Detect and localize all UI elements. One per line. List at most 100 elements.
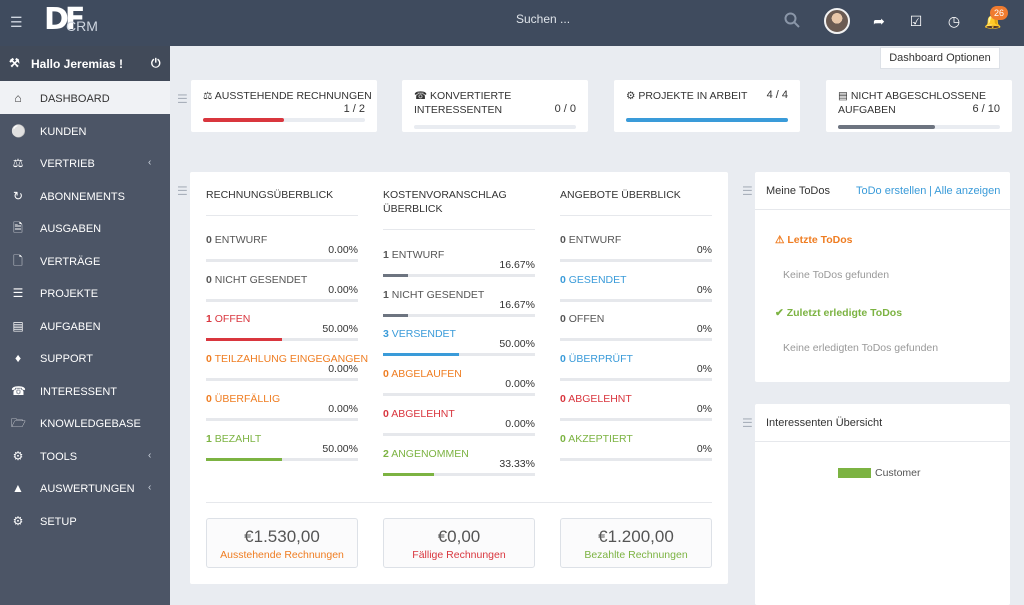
status-count: 0 [560, 234, 566, 246]
status-percent: 0.00% [505, 378, 535, 391]
todos-panel: Meine ToDos ToDo erstellen | Alle anzeig… [755, 172, 1010, 382]
sidebar-item-setup[interactable]: ⚙ SETUP [0, 504, 170, 537]
sidebar-item-knowledgebase[interactable]: 🗁 KNOWLEDGEBASE [0, 406, 170, 439]
done-todos-heading: ✔ Zuletzt erledigte ToDos [775, 307, 903, 319]
check-square-icon[interactable]: ☑ [909, 13, 923, 29]
status-row[interactable]: 1 ENTWURF 16.67% [383, 249, 535, 289]
status-label: 0 ABGELAUFEN [383, 368, 462, 380]
drag-handle-icon[interactable]: ☰ [177, 92, 188, 106]
refresh-icon: ↻ [12, 188, 24, 203]
status-name: TEILZAHLUNG EINGEGANGEN [214, 353, 369, 366]
status-count: 0 [560, 273, 566, 286]
status-progress [206, 338, 358, 342]
sidebar-item-abonnements[interactable]: ↻ ABONNEMENTS [0, 179, 170, 212]
avatar[interactable] [824, 8, 850, 34]
stat-value: 6 / 10 [972, 103, 1000, 115]
sidebar-item-kunden[interactable]: ⚪ KUNDEN [0, 114, 170, 147]
logo-main: DF [44, 2, 85, 37]
hamburger-menu-icon[interactable]: ☰ [10, 14, 23, 30]
sidebar-item-ausgaben[interactable]: 🗎 AUSGABEN [0, 211, 170, 244]
status-percent: 0% [696, 363, 712, 376]
status-progress [383, 313, 535, 317]
status-name: ABGELEHNT [568, 392, 632, 405]
sidebar-item-auswertungen[interactable]: ▲ AUSWERTUNGEN ‹ [0, 471, 170, 504]
column-title: RECHNUNGSÜBERBLICK [206, 189, 334, 201]
status-row[interactable]: 1 OFFEN 50.00% [206, 313, 358, 353]
chevron-left-icon: ‹ [148, 482, 152, 493]
status-count: 1 [383, 249, 389, 261]
status-row[interactable]: 0 ABGELEHNT 0.00% [383, 408, 535, 448]
cogs-icon: ⚙ [12, 448, 24, 463]
sidebar-item-vertrieb[interactable]: ⚖ VERTRIEB ‹ [0, 146, 170, 179]
stat-value: 0 / 0 [554, 103, 576, 115]
tasks-icon: ▤ [12, 318, 24, 333]
status-row[interactable]: 1 NICHT GESENDET 16.67% [383, 289, 535, 329]
status-progress-fill [206, 457, 282, 461]
status-row[interactable]: 0 AKZEPTIERT 0% [560, 433, 712, 473]
status-row[interactable]: 0 ENTWURF 0% [560, 234, 712, 274]
status-count: 0 [206, 273, 212, 286]
status-row[interactable]: 1 BEZAHLT 50.00% [206, 433, 358, 473]
status-percent: 0% [696, 244, 712, 256]
status-label: 0 OFFEN [560, 313, 604, 325]
search-icon[interactable] [784, 12, 800, 28]
sidebar-item-dashboard[interactable]: ⌂ DASHBOARD [0, 81, 170, 114]
stat-card-converted-leads[interactable]: ☎ KONVERTIERTE INTERESSENTEN 0 / 0 [402, 80, 588, 132]
status-percent: 50.00% [499, 338, 535, 351]
stat-progress [626, 118, 788, 122]
sidebar-item-aufgaben[interactable]: ▤ AUFGABEN [0, 309, 170, 342]
done-todos-empty: Keine erledigten ToDos gefunden [783, 342, 939, 354]
status-row[interactable]: 0 GESENDET 0% [560, 274, 712, 314]
status-row[interactable]: 3 VERSENDET 50.00% [383, 328, 535, 368]
drag-handle-icon[interactable]: ☰ [177, 184, 188, 198]
status-row[interactable]: 0 ABGELAUFEN 0.00% [383, 368, 535, 408]
status-row[interactable]: 2 ANGENOMMEN 33.33% [383, 448, 535, 488]
logo[interactable]: DF CRM [44, 2, 98, 38]
status-name: ENTWURF [568, 234, 622, 246]
sidebar-item-label: AUSGABEN [40, 223, 102, 235]
status-row[interactable]: 0 NICHT GESENDET 0.00% [206, 274, 358, 314]
sidebar-item-interessent[interactable]: ☎ INTERESSENT [0, 374, 170, 407]
status-row[interactable]: 0 OFFEN 0% [560, 313, 712, 353]
create-todo-link[interactable]: ToDo erstellen [856, 185, 927, 197]
share-icon[interactable]: ➦ [873, 13, 885, 29]
status-name: VERSENDET [391, 328, 456, 341]
status-progress [383, 393, 535, 397]
sidebar-item-vertraege[interactable]: 🗋 VERTRÄGE [0, 244, 170, 277]
status-row[interactable]: 0 ÜBERFÄLLIG 0.00% [206, 393, 358, 433]
sidebar-item-support[interactable]: ♦ SUPPORT [0, 341, 170, 374]
total-caption: Ausstehende Rechnungen [220, 549, 344, 561]
dashboard-options-button[interactable]: Dashboard Optionen [880, 47, 1000, 69]
sidebar-item-tools[interactable]: ⚙ TOOLS ‹ [0, 439, 170, 472]
gavel-icon: ⚒ [9, 56, 20, 70]
stat-card-outstanding-invoices[interactable]: ⚖ AUSSTEHENDE RECHNUNGEN 1 / 2 [191, 80, 377, 132]
search-input[interactable]: Suchen ... [516, 12, 571, 26]
power-icon[interactable]: ⏻ [151, 56, 161, 70]
status-label: 2 ANGENOMMEN [383, 448, 469, 460]
drag-handle-icon[interactable]: ☰ [742, 416, 753, 430]
status-name: OFFEN [214, 313, 251, 326]
legend-label: Customer [875, 467, 921, 479]
status-row[interactable]: 0 TEILZAHLUNG EINGEGANGEN 0.00% [206, 353, 368, 393]
column-title: KOSTENVORANSCHLAG ÜBERBLICK [383, 189, 507, 215]
column-title: ANGEBOTE ÜBERBLICK [560, 189, 681, 201]
status-percent: 0.00% [328, 283, 358, 296]
sidebar-item-label: ABONNEMENTS [40, 190, 125, 203]
legend-swatch[interactable] [838, 468, 871, 478]
stat-progress [203, 118, 365, 122]
stat-card-open-tasks[interactable]: ▤ NICHT ABGESCHLOSSENE AUFGABEN 6 / 10 [826, 80, 1012, 132]
status-row[interactable]: 0 ÜBERPRÜFT 0% [560, 353, 712, 393]
status-label: 0 ÜBERPRÜFT [560, 353, 633, 365]
view-all-todos-link[interactable]: | Alle anzeigen [929, 185, 1001, 197]
sidebar-item-projekte[interactable]: ☰ PROJEKTE [0, 276, 170, 309]
stat-title: ⚙ PROJEKTE IN ARBEIT [626, 90, 748, 102]
drag-handle-icon[interactable]: ☰ [742, 184, 753, 198]
clock-icon[interactable]: ◷ [947, 13, 961, 29]
status-progress [560, 338, 712, 342]
status-name: ENTWURF [214, 234, 268, 246]
stat-title: ⚖ AUSSTEHENDE RECHNUNGEN [203, 90, 372, 102]
leads-header: Interessenten Übersicht [755, 404, 1010, 442]
status-row[interactable]: 0 ABGELEHNT 0% [560, 393, 712, 433]
status-row[interactable]: 0 ENTWURF 0.00% [206, 234, 358, 274]
stat-card-projects-in-progress[interactable]: ⚙ PROJEKTE IN ARBEIT 4 / 4 [614, 80, 800, 132]
